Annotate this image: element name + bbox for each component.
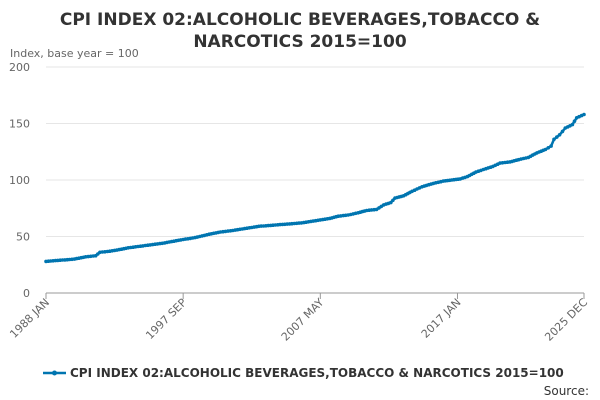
y-tick-label: 0 <box>23 287 30 300</box>
series-line <box>45 113 585 263</box>
data-point[interactable] <box>552 137 556 142</box>
data-point[interactable] <box>582 112 586 117</box>
data-point[interactable] <box>560 129 565 134</box>
x-tick-label: 2017 JAN <box>419 296 464 341</box>
y-tick-label: 100 <box>9 174 30 187</box>
y-tick-label: 50 <box>16 231 30 244</box>
data-point[interactable] <box>572 119 577 123</box>
data-point[interactable] <box>570 122 575 127</box>
data-point[interactable] <box>557 133 562 137</box>
chart-title: CPI INDEX 02:ALCOHOLIC BEVERAGES,TOBACCO… <box>60 10 540 52</box>
title-line-1: CPI INDEX 02:ALCOHOLIC BEVERAGES,TOBACCO… <box>60 10 540 30</box>
legend[interactable]: CPI INDEX 02:ALCOHOLIC BEVERAGES,TOBACCO… <box>43 366 564 380</box>
legend-label: CPI INDEX 02:ALCOHOLIC BEVERAGES,TOBACCO… <box>70 366 564 380</box>
title-line-2: NARCOTICS 2015=100 <box>193 32 406 52</box>
y-tick-label: 200 <box>9 61 30 74</box>
gridlines <box>46 66 584 237</box>
x-tick-label: 2007 MAY <box>279 296 327 344</box>
legend-marker-icon <box>52 370 57 376</box>
data-point[interactable] <box>546 146 551 150</box>
data-point[interactable] <box>549 144 553 148</box>
data-point[interactable] <box>543 147 548 152</box>
series-layer <box>44 112 586 264</box>
y-axis-ticks: 0 50 100 150 200 <box>9 61 30 300</box>
x-tick-label: 1997 SEP <box>143 296 189 342</box>
x-tick-label: 2025 DEC <box>542 296 590 344</box>
source-label: Source: <box>544 384 589 398</box>
y-axis-label: Index, base year = 100 <box>10 47 139 60</box>
x-tick-label: 1988 JAN <box>7 296 52 341</box>
y-tick-label: 150 <box>9 118 30 131</box>
data-point[interactable] <box>555 135 559 139</box>
data-point[interactable] <box>389 200 393 205</box>
x-axis-ticks: 1988 JAN 1997 SEP 2007 MAY 2017 JAN 2025 DEC <box>7 293 590 344</box>
